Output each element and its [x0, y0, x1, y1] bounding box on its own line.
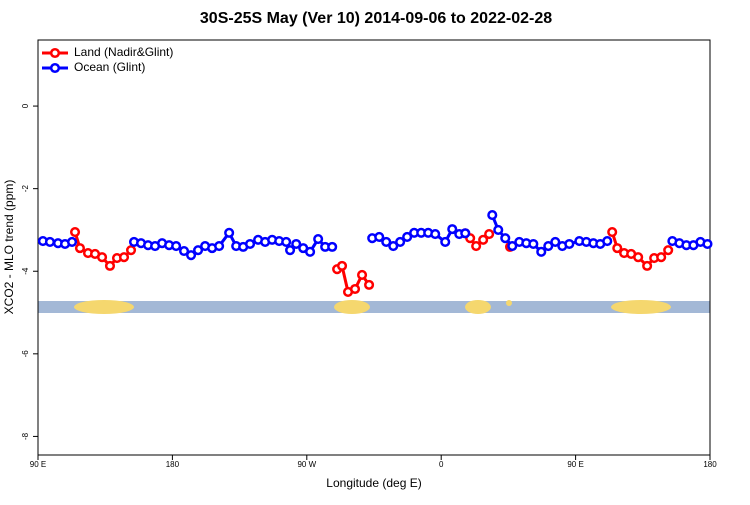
land-patch: [74, 300, 134, 314]
y-axis-label: XCO2 - MLO trend (ppm): [2, 180, 16, 315]
x-axis-label: Longitude (deg E): [326, 476, 421, 490]
point: [69, 226, 81, 238]
point: [357, 269, 368, 281]
y-tick-label: -2: [21, 185, 30, 193]
point: [193, 245, 204, 256]
point: [305, 246, 316, 257]
x-tick-label: 90 W: [297, 460, 316, 469]
point: [178, 245, 190, 257]
point: [186, 250, 197, 261]
point: [460, 228, 471, 239]
point: [471, 241, 482, 252]
y-tick-label: -4: [21, 267, 30, 275]
point: [97, 252, 108, 263]
point: [528, 238, 539, 250]
y-tick-label: -8: [21, 432, 30, 440]
point: [327, 241, 338, 252]
point: [125, 245, 137, 256]
x-tick-label: 90 E: [30, 460, 46, 469]
x-tick-label: 0: [439, 460, 444, 469]
surface-band: [38, 300, 710, 314]
point: [402, 231, 413, 243]
legend-marker: [49, 47, 61, 59]
point: [602, 236, 613, 247]
legend-marker: [49, 62, 61, 74]
point: [702, 238, 713, 250]
y-tick-label: 0: [21, 103, 30, 108]
point: [364, 279, 375, 290]
point: [74, 243, 86, 254]
point: [291, 238, 302, 250]
point: [550, 236, 561, 247]
point: [171, 241, 182, 252]
point: [281, 236, 292, 247]
point: [500, 233, 511, 244]
point: [487, 210, 498, 221]
point: [478, 234, 489, 245]
point: [44, 236, 55, 247]
point: [388, 241, 399, 252]
chart-title: 30S-25S May (Ver 10) 2014-09-06 to 2022-…: [200, 10, 552, 27]
point: [536, 246, 547, 257]
point: [642, 260, 653, 271]
point: [313, 233, 324, 245]
point: [543, 241, 554, 252]
point: [507, 241, 518, 252]
land-patch: [334, 300, 370, 314]
land-patch: [611, 300, 671, 314]
land-patch: [506, 300, 512, 306]
point: [224, 227, 235, 238]
point: [395, 236, 406, 247]
point: [564, 238, 575, 250]
point: [484, 229, 495, 240]
legend-label: Land (Nadir&Glint): [74, 45, 173, 59]
point: [430, 229, 441, 240]
legend-label: Ocean (Glint): [74, 60, 145, 74]
point: [66, 236, 78, 247]
land-patch: [465, 300, 491, 314]
point: [118, 252, 130, 263]
x-tick-label: 180: [166, 460, 180, 469]
point: [349, 283, 361, 295]
ocean-band: [38, 301, 710, 313]
point: [663, 245, 674, 256]
point: [374, 231, 385, 243]
point: [285, 245, 296, 256]
point: [214, 241, 225, 252]
point: [440, 236, 451, 247]
point: [381, 236, 392, 247]
point: [104, 260, 116, 271]
point: [607, 226, 618, 238]
point: [612, 243, 623, 254]
x-tick-label: 90 E: [567, 460, 583, 469]
point: [493, 224, 504, 236]
point: [633, 252, 644, 263]
y-tick-label: -6: [21, 350, 30, 358]
x-tick-label: 180: [703, 460, 717, 469]
point: [336, 260, 348, 271]
point: [656, 252, 667, 263]
point: [245, 238, 256, 250]
point: [447, 224, 458, 235]
